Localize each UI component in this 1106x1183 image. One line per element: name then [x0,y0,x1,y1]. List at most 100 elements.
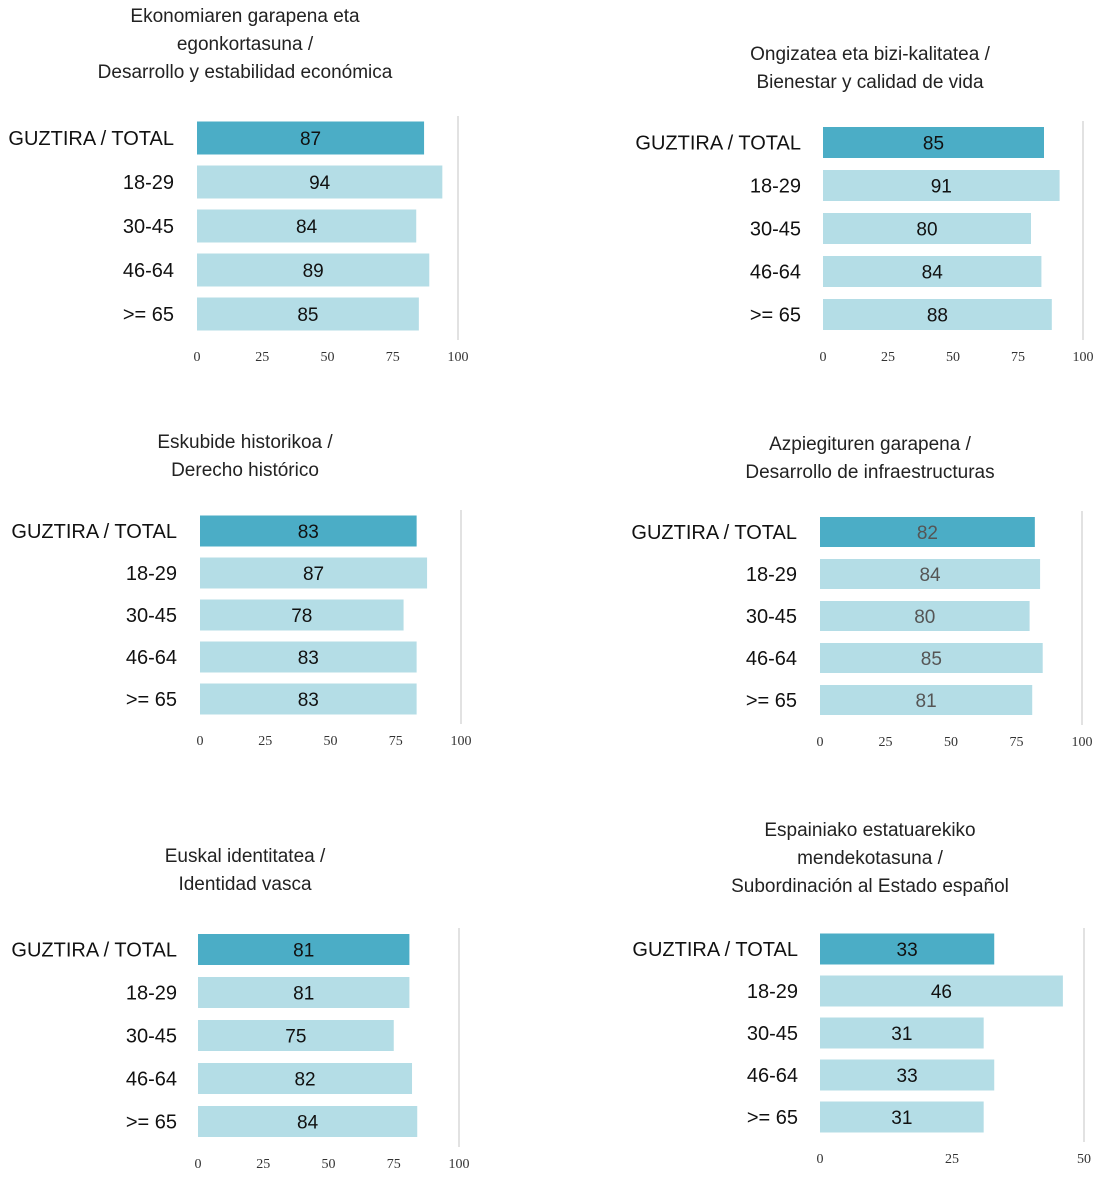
x-tick-label: 50 [944,735,958,750]
value-label: 46 [931,982,952,1003]
category-label: >= 65 [126,689,177,711]
x-tick-label: 0 [817,735,824,750]
bar-age-group [820,1101,984,1133]
value-label: 31 [891,1108,912,1129]
category-label: 46-64 [126,1069,177,1091]
x-tick-label: 0 [194,350,201,365]
bar-age-group [823,256,1042,287]
bar-chart: GUZTIRA / TOTAL 33 18-29 46 30-45 31 46-64 33 >=… [632,928,1091,1167]
bar-total [198,934,410,965]
chart-title: Ekonomiaren garapena eta egonkortasuna / D… [0,3,490,87]
category-label: 46-64 [746,648,797,670]
value-label: 85 [297,305,318,326]
x-tick-label: 0 [817,1152,824,1167]
value-label: 83 [298,522,319,543]
bar-age-group [198,1020,394,1051]
bar-age-group [200,599,404,631]
x-tick-label: 25 [256,1157,270,1172]
bar-age-group [200,641,417,673]
chart-title-line: Eskubide historikoa / [157,432,333,453]
bar-age-group [820,975,1063,1007]
chart-title: Ongizatea eta bizi-kalitatea / Bienestar … [680,41,1060,97]
category-label: 18-29 [750,176,801,198]
value-label: 84 [922,263,944,284]
chart-title-line: Euskal identitatea / [164,846,326,867]
x-tick-label: 50 [946,350,960,365]
value-label: 87 [303,564,324,585]
chart-title-line: egonkortasuna / [176,34,314,55]
value-label: 89 [303,261,324,282]
value-label: 88 [927,306,948,327]
category-label: 30-45 [126,605,177,627]
category-label: >= 65 [746,690,797,712]
bar-age-group [823,170,1060,201]
category-label: >= 65 [123,304,174,326]
chart-title-line: Ongizatea eta bizi-kalitatea / [750,44,990,65]
x-tick-label: 0 [195,1157,202,1172]
chart-title-line: Ekonomiaren garapena eta [130,6,360,27]
x-tick-label: 100 [451,734,472,749]
chart-panel: Eskubide historikoa / Derecho histórico GU… [0,420,491,760]
x-tick-label: 0 [197,734,204,749]
bar-age-group [820,1017,984,1049]
value-label: 84 [296,217,318,238]
x-tick-label: 100 [1072,735,1093,750]
bar-chart: GUZTIRA / TOTAL 82 18-29 84 30-45 80 46-64 85 >=… [631,511,1093,750]
x-tick-label: 100 [449,1157,470,1172]
x-tick-label: 75 [389,734,403,749]
category-label: 30-45 [746,606,797,628]
category-label: GUZTIRA / TOTAL [632,939,798,961]
value-label: 75 [285,1027,306,1048]
category-label: GUZTIRA / TOTAL [11,940,177,962]
value-label: 31 [891,1024,912,1045]
category-label: 46-64 [750,262,801,284]
value-label: 83 [298,690,319,711]
value-label: 80 [916,220,937,241]
x-tick-label: 50 [322,1157,336,1172]
category-label: 30-45 [747,1023,798,1045]
category-label: >= 65 [750,305,801,327]
chart-title: Azpiegituren garapena / Desarrollo de inf… [680,431,1060,487]
chart-title-line: Azpiegituren garapena / [769,434,971,455]
value-label: 84 [919,565,941,586]
value-label: 91 [931,177,952,198]
bar-age-group [820,1059,995,1091]
chart-title-line: Desarrollo de infraestructuras [745,462,995,483]
value-label: 81 [293,984,314,1005]
x-tick-label: 50 [321,350,335,365]
x-tick-label: 100 [1073,350,1094,365]
x-tick-label: 25 [881,350,895,365]
bar-age-group [200,683,417,715]
x-tick-label: 25 [879,735,893,750]
chart-title-line: Espainiako estatuarekiko [764,820,976,841]
chart-panel: Azpiegituren garapena / Desarrollo de inf… [620,420,1106,760]
chart-title-line: Subordinación al Estado español [731,876,1009,897]
category-label: 18-29 [126,563,177,585]
x-tick-label: 75 [387,1157,401,1172]
bar-chart: GUZTIRA / TOTAL 81 18-29 81 30-45 75 46-64 82 >=… [11,928,470,1172]
bar-age-group [820,643,1043,673]
category-label: 18-29 [747,981,798,1003]
value-label: 81 [916,691,937,712]
chart-title-line: Derecho histórico [171,460,319,481]
chart-title: Euskal identitatea / Identidad vasca [0,843,490,899]
category-label: GUZTIRA / TOTAL [11,521,177,543]
bar-chart: GUZTIRA / TOTAL 85 18-29 91 30-45 80 46-64 84 >=… [635,121,1094,365]
bar-age-group [198,977,410,1008]
value-label: 80 [914,607,935,628]
bar-age-group [198,1063,413,1094]
x-tick-label: 75 [386,350,400,365]
chart-title: Espainiako estatuarekiko mendekotasuna / S… [680,817,1060,901]
chart-panel: Ongizatea eta bizi-kalitatea / Bienestar … [620,0,1106,365]
chart-title: Eskubide historikoa / Derecho histórico [0,429,490,485]
category-label: GUZTIRA / TOTAL [635,133,801,155]
chart-panel: Espainiako estatuarekiko mendekotasuna / S… [620,812,1106,1167]
bar-total [823,127,1044,158]
bar-total [200,515,417,547]
bar-age-group [200,557,428,589]
x-tick-label: 25 [258,734,272,749]
value-label: 85 [921,649,942,670]
bar-total [820,933,995,965]
chart-panel: Euskal identitatea / Identidad vasca GUZTI… [0,830,490,1172]
bar-age-group [823,299,1052,330]
